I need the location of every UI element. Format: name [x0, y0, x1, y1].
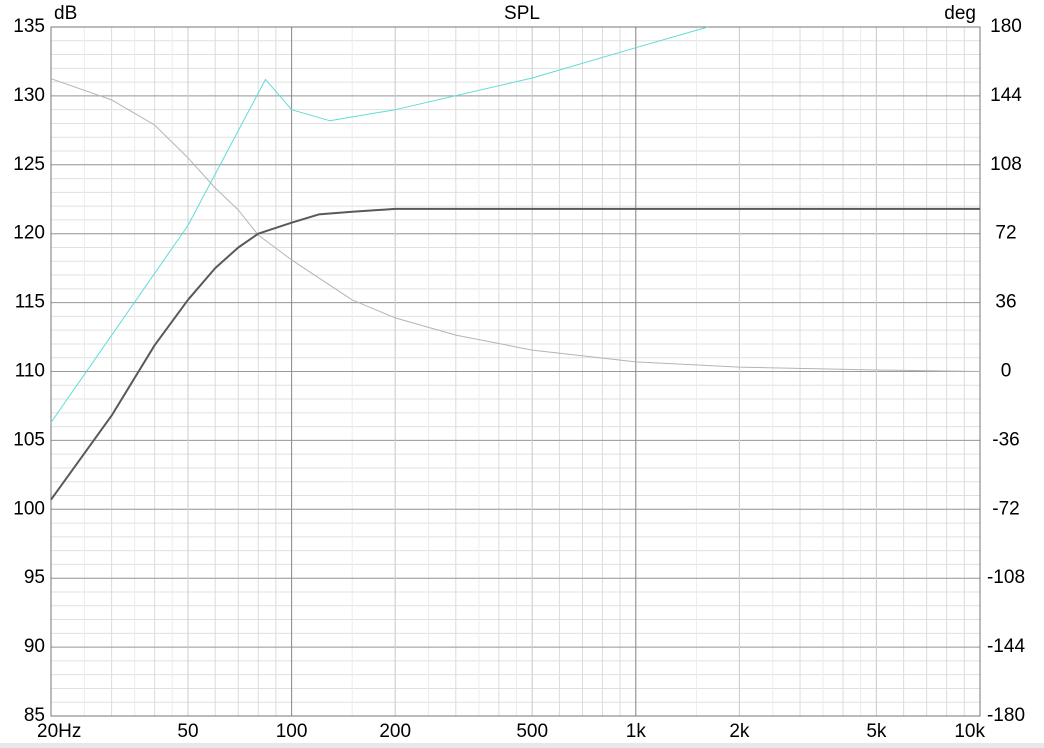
x-tick-label: 50: [177, 721, 198, 742]
x-tick-label: 2k: [729, 721, 750, 742]
y-tick-label: 115: [15, 292, 45, 313]
series-line: [50, 26, 709, 423]
series-line: [50, 78, 981, 372]
y-tick-label: 105: [13, 429, 45, 450]
y2-tick-label: -72: [992, 498, 1019, 519]
y2-tick-label: -144: [987, 636, 1025, 657]
y2-tick-label: -108: [987, 567, 1025, 588]
y-tick-label: 135: [13, 16, 45, 37]
x-tick-label: 1k: [626, 721, 647, 742]
y2-tick-label: 0: [1001, 361, 1012, 382]
y-tick-label: 125: [13, 154, 45, 175]
chart-title: SPL: [504, 3, 540, 24]
y-axis-label: dB: [54, 3, 77, 24]
series-line: [50, 207, 980, 501]
x-tick-label: 5k: [866, 721, 887, 742]
bottom-strip: [0, 743, 1044, 748]
y2-axis-label: deg: [944, 3, 976, 24]
x-tick-label: 10k: [954, 721, 985, 742]
y-tick-label: 130: [13, 85, 45, 106]
y-tick-label: 100: [13, 498, 45, 519]
y-tick-label: 95: [24, 567, 45, 588]
y-tick-label: 85: [24, 705, 45, 726]
y-tick-label: 110: [15, 361, 45, 382]
y2-tick-label: -36: [992, 429, 1019, 450]
x-tick-label: 20Hz: [37, 721, 81, 742]
y2-tick-label: 180: [990, 16, 1022, 37]
y-tick-label: 120: [13, 223, 45, 244]
x-tick-label: 500: [516, 721, 548, 742]
y2-tick-label: 108: [990, 154, 1022, 175]
y-tick-label: 90: [24, 636, 45, 657]
x-tick-label: 200: [379, 721, 411, 742]
x-tick-label: 100: [276, 721, 308, 742]
y2-tick-label: -180: [987, 705, 1025, 726]
y2-tick-label: 36: [995, 292, 1016, 313]
y2-tick-label: 144: [990, 85, 1022, 106]
y2-tick-label: 72: [995, 223, 1016, 244]
grid: [50, 26, 981, 717]
